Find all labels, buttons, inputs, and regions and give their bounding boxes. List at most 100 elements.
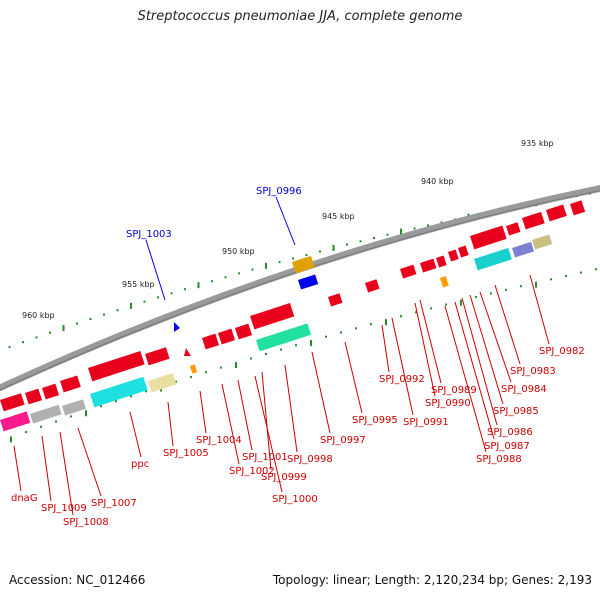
gene-label: SPJ_0999 xyxy=(261,472,307,483)
scale-tick xyxy=(400,315,402,318)
gene-arrow xyxy=(184,348,191,356)
scale-tick xyxy=(475,296,477,299)
scale-label: 960 kbp xyxy=(22,311,55,320)
gene-arrow xyxy=(505,222,521,236)
scale-tick xyxy=(205,371,207,374)
label-leader xyxy=(311,351,331,434)
scale-tick xyxy=(550,278,552,281)
scale-tick xyxy=(427,224,429,227)
gene-block xyxy=(147,372,177,393)
label-leader xyxy=(41,435,52,502)
gene-block xyxy=(0,411,31,432)
gene-label: SPJ_1007 xyxy=(91,498,137,509)
scale-tick xyxy=(490,292,492,295)
scale-tick xyxy=(235,362,237,369)
scale-tick xyxy=(89,318,92,321)
gene-label: SPJ_1008 xyxy=(63,517,109,528)
gene-arrow xyxy=(250,303,295,330)
scale-tick xyxy=(440,221,443,224)
gene-label: SPJ_0982 xyxy=(539,346,585,357)
gene-arrow xyxy=(522,211,545,230)
scale-tick xyxy=(445,303,447,306)
gene-arrow xyxy=(88,351,145,382)
gene-label: SPJ_0991 xyxy=(403,417,449,428)
scale-tick xyxy=(85,410,87,417)
gene-block xyxy=(511,241,535,258)
scale-tick xyxy=(595,268,597,271)
gene-arrow xyxy=(469,225,507,250)
label-leader xyxy=(479,291,512,383)
gene-label: SPJ_0995 xyxy=(352,415,398,426)
scale-tick xyxy=(505,288,507,291)
scale-tick xyxy=(415,311,417,314)
scale-tick xyxy=(49,331,51,334)
scale-tick xyxy=(190,375,192,378)
scale-tick xyxy=(400,228,402,235)
scale-tick xyxy=(250,357,252,360)
label-leader xyxy=(77,427,102,497)
scale-tick xyxy=(10,436,12,443)
gene-label: SPJ_0987 xyxy=(484,441,530,452)
highlighted-gene-label: SPJ_0996 xyxy=(256,186,302,197)
label-leader xyxy=(444,305,487,453)
gene-block xyxy=(292,255,315,274)
scale-tick xyxy=(35,336,38,339)
scale-labels: 935 kbp 940 kbp 945 kbp 950 kbp 955 kbp 960 k… xyxy=(22,139,554,320)
map-title: Streptococcus pneumoniae JJA, complete g… xyxy=(137,9,463,24)
scale-tick xyxy=(265,262,267,269)
scale-tick xyxy=(100,405,102,408)
gene-label: SPJ_1004 xyxy=(196,435,242,446)
gene-features xyxy=(0,200,586,432)
scale-label: 955 kbp xyxy=(122,280,155,289)
gene-arrow xyxy=(60,375,81,393)
scale-tick xyxy=(157,296,159,299)
scale-tick xyxy=(103,313,105,316)
gene-block xyxy=(474,247,512,271)
scale-tick xyxy=(145,390,147,393)
gene-label: SPJ_0998 xyxy=(287,454,333,465)
label-leader xyxy=(461,297,498,426)
label-leader xyxy=(13,445,22,492)
scale-tick xyxy=(55,420,57,423)
scale-tick xyxy=(115,400,117,403)
label-leader xyxy=(284,364,298,453)
gene-block xyxy=(532,234,553,250)
label-leader xyxy=(237,379,253,451)
scale-tick xyxy=(385,319,387,326)
label-leader xyxy=(221,383,240,465)
label-leader xyxy=(529,274,550,345)
gene-label: SPJ_0992 xyxy=(379,374,425,385)
highlighted-gene-arrow xyxy=(174,322,180,332)
highlighted-gene-label: SPJ_1003 xyxy=(126,229,172,240)
gene-arrow xyxy=(42,383,60,400)
gene-labels: SPJ_0982 SPJ_0983 SPJ_0984 SPJ_0985 SPJ_0986… xyxy=(11,186,585,528)
accession-text: Accession: NC_012466 xyxy=(9,573,146,587)
gene-arrow xyxy=(420,258,437,273)
gene-label: ppc xyxy=(131,459,149,470)
scale-label: 950 kbp xyxy=(222,247,255,256)
label-leader xyxy=(414,302,436,397)
scale-tick xyxy=(220,366,222,369)
scale-tick xyxy=(413,227,416,230)
gene-arrow xyxy=(570,200,586,216)
scale-tick xyxy=(116,309,119,312)
scale-tick xyxy=(8,345,11,348)
scale-tick xyxy=(62,325,65,332)
gene-arrow xyxy=(546,204,567,222)
gene-label: SPJ_0997 xyxy=(320,435,366,446)
label-leader xyxy=(344,341,363,414)
genome-backbone xyxy=(0,184,600,391)
scale-tick xyxy=(251,268,254,271)
label-leader xyxy=(254,375,283,493)
label-leader xyxy=(199,390,207,434)
gene-block xyxy=(440,276,449,288)
gene-label: SPJ_0986 xyxy=(487,427,533,438)
scale-tick xyxy=(520,285,522,288)
label-leader xyxy=(381,324,390,373)
gene-label: SPJ_1009 xyxy=(41,503,87,514)
gene-label: SPJ_1005 xyxy=(163,448,209,459)
scale-tick xyxy=(40,425,42,428)
scale-tick xyxy=(430,307,432,310)
gene-label: SPJ_1000 xyxy=(272,494,318,505)
scale-tick xyxy=(346,243,348,246)
